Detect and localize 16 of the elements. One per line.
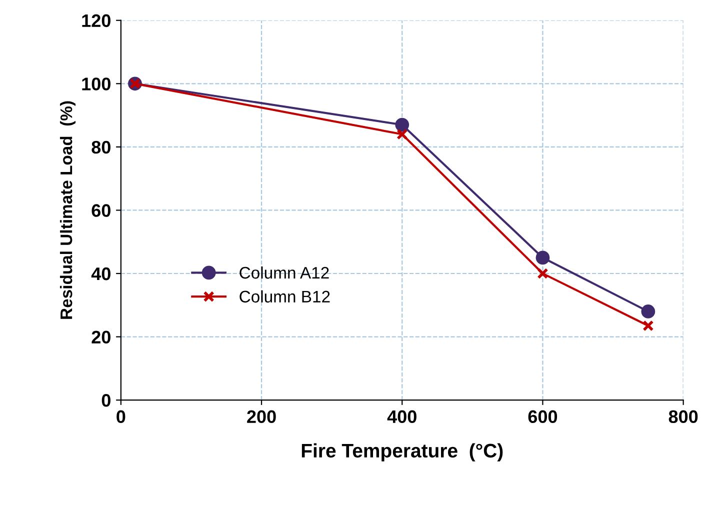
x-tick-label: 0 (116, 410, 126, 424)
x-tick-label: 800 (668, 410, 698, 424)
legend-label: Column A12 (240, 266, 329, 279)
x-tick-label: 400 (387, 410, 416, 424)
legend-label: Column B12 (240, 290, 330, 303)
y-axis-title: Residual Ultimate Load (%) (60, 101, 76, 319)
y-tick-label: 0 (102, 394, 110, 407)
y-tick-label: 60 (92, 204, 110, 217)
y-tick-label: 20 (92, 330, 110, 344)
y-tick-label: 80 (92, 140, 110, 154)
x-tick-label: 200 (247, 410, 276, 424)
x-tick-label: 600 (528, 410, 558, 424)
y-tick-label: 120 (82, 14, 110, 28)
y-tick-label: 100 (82, 78, 110, 90)
x-axis-title: Fire Temperature (°C) (302, 443, 503, 462)
y-tick-label: 40 (91, 267, 110, 280)
